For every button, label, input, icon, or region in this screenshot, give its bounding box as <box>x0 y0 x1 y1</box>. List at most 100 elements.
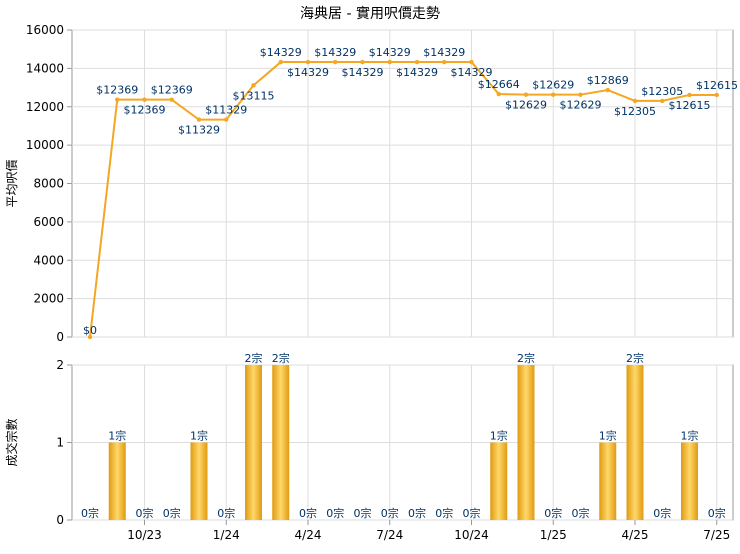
price-point <box>278 59 283 65</box>
y-tick-label: 2000 <box>33 292 64 306</box>
volume-chart: 0 1 2 10/23 1/24 4/24 7/24 10/24 1/25 4/25 7/25 成交宗… <box>4 351 734 542</box>
y-tick-label: 10000 <box>26 138 64 152</box>
price-point <box>551 92 556 97</box>
volume-data-label: 0宗 <box>326 506 344 520</box>
price-point <box>224 117 229 122</box>
volume-data-label: 0宗 <box>435 506 453 520</box>
price-data-label: $14329 <box>314 46 356 59</box>
price-point <box>387 59 392 65</box>
price-point <box>632 98 638 104</box>
price-point <box>523 92 529 97</box>
y-tick-label: 0 <box>56 330 64 344</box>
volume-bar <box>190 442 208 520</box>
price-data-label: $14329 <box>369 46 411 59</box>
y-tick-label: 14000 <box>26 61 64 75</box>
price-trend-chart: 0 2000 4000 6000 8000 10000 12000 14000 16000 平均呎… <box>5 23 738 344</box>
volume-data-label: 0宗 <box>81 506 99 520</box>
x-tick-label: 10/24 <box>454 528 489 542</box>
x-tick-label: 7/25 <box>703 528 730 542</box>
x-tick-label: 1/24 <box>213 528 240 542</box>
volume-data-label: 1宗 <box>490 429 508 443</box>
price-data-label: $12664 <box>478 78 520 91</box>
volume-data-label: 1宗 <box>681 429 699 443</box>
price-point <box>196 117 202 122</box>
price-data-label: $12305 <box>641 85 683 98</box>
price-data-label: $12615 <box>696 79 738 92</box>
volume-data-label: 2宗 <box>626 351 644 365</box>
price-data-label: $12629 <box>560 99 602 112</box>
volume-data-label: 0宗 <box>408 506 426 520</box>
y-axis-label: 平均呎價 <box>5 159 19 207</box>
volume-bar <box>517 365 535 520</box>
price-point <box>578 92 583 97</box>
volume-data-label: 0宗 <box>217 506 235 520</box>
y-tick-label: 6000 <box>33 215 64 229</box>
volume-data-label: 0宗 <box>354 506 372 520</box>
price-point <box>469 59 474 65</box>
price-point <box>496 91 501 97</box>
chart-title: 海典居 - 實用呎價走勢 <box>300 5 440 22</box>
volume-data-label: 0宗 <box>544 506 562 520</box>
price-point <box>687 92 692 98</box>
volume-data-label: 0宗 <box>299 506 317 520</box>
y-tick-label: 4000 <box>33 253 64 267</box>
price-data-label: $13115 <box>233 89 275 102</box>
price-data-label: $12615 <box>669 99 711 112</box>
volume-bar <box>681 442 698 520</box>
price-point <box>169 97 174 102</box>
price-point <box>87 334 93 340</box>
price-point <box>360 59 365 65</box>
volume-data-label: 0宗 <box>163 506 181 520</box>
y-tick-label: 0 <box>56 513 64 527</box>
price-series-line <box>89 61 717 338</box>
x-tick-label: 1/25 <box>540 528 567 542</box>
price-point <box>605 87 610 93</box>
volume-data-label: 0宗 <box>708 506 726 520</box>
volume-data-label: 0宗 <box>572 506 590 520</box>
volume-data-label: 0宗 <box>136 506 154 520</box>
price-point <box>142 97 147 102</box>
volume-data-label: 2宗 <box>517 351 535 365</box>
volume-bar <box>490 442 508 520</box>
price-point <box>251 83 256 88</box>
price-data-label: $0 <box>83 324 97 337</box>
price-point <box>442 59 447 65</box>
price-data-label: $12629 <box>532 79 574 92</box>
y-tick-label: 1 <box>56 436 64 450</box>
volume-data-label: 1宗 <box>190 429 208 443</box>
price-data-label: $14329 <box>287 66 329 79</box>
y-tick-label: 16000 <box>26 23 64 37</box>
x-tick-label: 7/24 <box>376 528 403 542</box>
price-point <box>714 92 719 98</box>
y-tick-label: 2 <box>56 358 64 372</box>
price-data-label: $14329 <box>451 66 493 79</box>
volume-data-label: 0宗 <box>653 506 671 520</box>
volume-data-label: 0宗 <box>381 506 399 520</box>
price-point <box>305 59 311 65</box>
volume-bar <box>626 365 644 520</box>
price-point <box>115 97 120 102</box>
volume-data-label: 2宗 <box>272 351 290 365</box>
x-tick-label: 10/23 <box>127 528 162 542</box>
x-tick-label: 4/25 <box>622 528 649 542</box>
price-data-label: $11329 <box>178 124 220 137</box>
volume-data-label: 1宗 <box>599 429 617 443</box>
y-tick-label: 12000 <box>26 100 64 114</box>
price-point <box>660 98 665 104</box>
x-tick-label: 4/24 <box>295 528 322 542</box>
price-data-label: $12369 <box>124 104 166 117</box>
price-data-label: $14329 <box>342 66 384 79</box>
volume-data-label: 2宗 <box>245 351 263 365</box>
price-data-label: $14329 <box>423 46 465 59</box>
price-data-label: $14329 <box>396 66 438 79</box>
volume-bar <box>245 365 262 520</box>
y-tick-label: 8000 <box>33 177 64 191</box>
price-point <box>333 59 338 65</box>
volume-data-label: 0宗 <box>463 506 481 520</box>
price-data-label: $12869 <box>587 74 629 87</box>
price-data-label: $11329 <box>205 104 247 117</box>
volume-bar <box>272 365 290 520</box>
volume-bar <box>599 442 617 520</box>
